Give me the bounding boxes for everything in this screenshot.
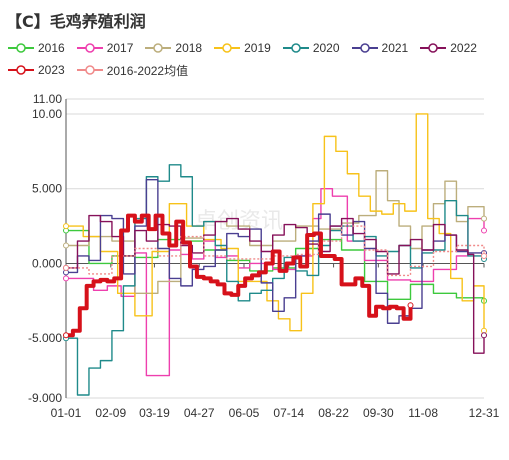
legend-marker-icon [351, 43, 378, 53]
legend-label: 2019 [244, 41, 271, 55]
chart-legend: 2016 2017 2018 2019 2020 2021 2022 2023 2016-202… [8, 40, 503, 78]
series-marker [63, 264, 69, 271]
chart-title: 【C】毛鸡养殖利润 [6, 12, 146, 31]
y-tick-label: -9.000 [28, 391, 62, 405]
legend-label: 2023 [38, 63, 65, 77]
legend-label: 2016-2022均值 [106, 63, 189, 78]
series-marker [63, 242, 69, 249]
legend-label: 2018 [175, 41, 203, 55]
x-tick-label: 04-27 [184, 406, 215, 420]
legend-marker-icon [76, 65, 103, 75]
legend-item[interactable]: 2023 [8, 62, 65, 78]
x-tick-label: 08-22 [318, 406, 349, 420]
x-tick-label: 01-01 [51, 406, 82, 420]
y-tick-label: -5.000 [28, 331, 62, 345]
series-line-2016-2022均值 [66, 225, 485, 277]
y-tick-label: 0.000 [32, 256, 62, 270]
legend-item[interactable]: 2018 [145, 40, 202, 56]
grid-lines [66, 98, 484, 399]
y-tick-label: 11.00 [33, 92, 62, 106]
y-tick-label: 10.00 [32, 107, 62, 121]
x-tick-label: 07-14 [273, 406, 304, 420]
series-marker [407, 302, 414, 309]
x-tick-label: 02-09 [95, 406, 126, 420]
series-marker [481, 215, 487, 222]
legend-label: 2022 [450, 41, 477, 55]
legend-item[interactable]: 2022 [420, 40, 477, 56]
series-line-2023 [66, 213, 413, 338]
series-line-2019 [66, 113, 485, 332]
series-marker [63, 223, 69, 230]
x-tick-label: 11-08 [408, 406, 438, 420]
legend-marker-icon [8, 43, 34, 53]
x-tick-label: 03-19 [139, 406, 170, 420]
legend-label: 2016 [38, 41, 65, 55]
legend-marker-icon [76, 43, 103, 53]
legend-label: 2021 [381, 41, 409, 55]
series-lines [63, 113, 487, 396]
series-marker [481, 332, 487, 339]
series-marker [63, 332, 69, 339]
legend-item[interactable]: 2019 [214, 40, 271, 56]
x-tick-labels: 01-01 02-09 03-19 04-27 06-05 07-14 08-22 09-30… [51, 406, 500, 420]
legend-item[interactable]: 2017 [76, 40, 134, 56]
legend-label: 2020 [312, 41, 340, 55]
legend-item[interactable]: 2020 [282, 40, 340, 56]
series-marker [481, 252, 487, 259]
series-line-2022 [66, 214, 485, 354]
legend-marker-icon [214, 43, 241, 53]
legend-marker-icon [420, 43, 447, 53]
legend-marker-icon [145, 43, 172, 53]
series-marker [481, 227, 487, 234]
series-marker [63, 275, 69, 282]
legend-item[interactable]: 2021 [351, 40, 409, 56]
x-tick-label: 09-30 [363, 406, 394, 420]
legend-item[interactable]: 2016 [8, 40, 65, 56]
legend-label: 2017 [106, 41, 134, 55]
x-tick-label: 12-31 [469, 406, 500, 420]
y-tick-label: 5.000 [32, 182, 62, 196]
legend-marker-icon [8, 65, 34, 75]
x-tick-label: 06-05 [229, 406, 260, 420]
legend-marker-icon [282, 43, 309, 53]
legend-item[interactable]: 2016-2022均值 [76, 62, 189, 78]
